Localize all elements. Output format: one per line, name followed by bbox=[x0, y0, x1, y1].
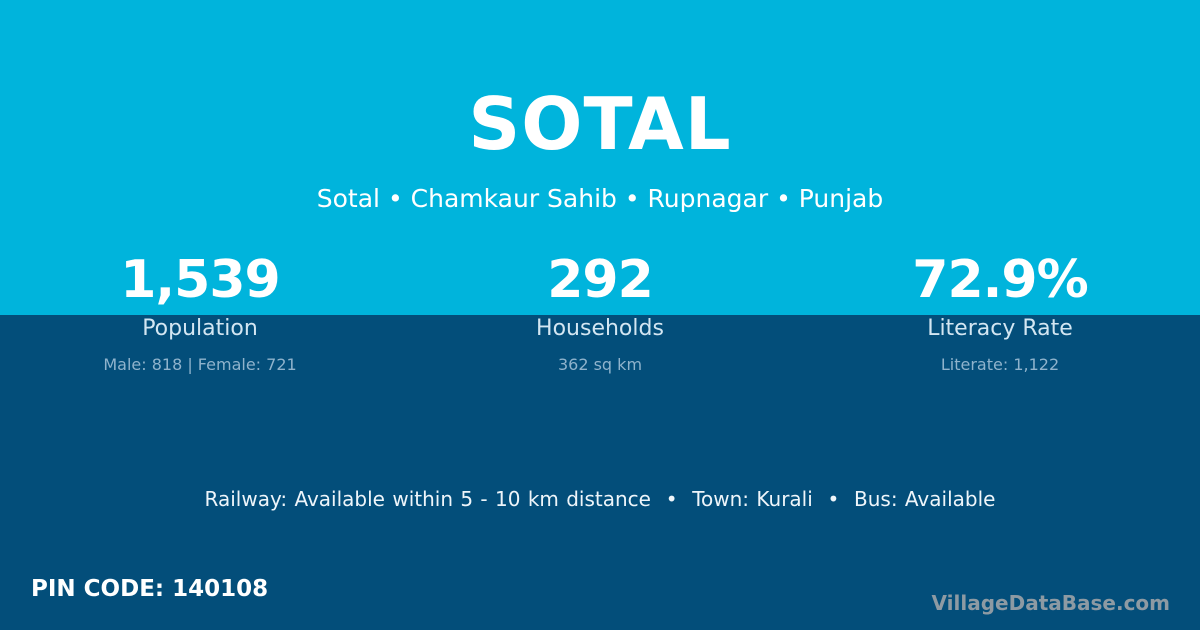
brand-logo: VillageDataBase.com bbox=[931, 591, 1170, 615]
stat-label: Literacy Rate bbox=[927, 316, 1073, 341]
header-band bbox=[0, 0, 1200, 315]
stat-label: Population bbox=[142, 316, 258, 341]
facilities-line: Railway: Available within 5 - 10 km dist… bbox=[204, 487, 996, 511]
stat-households: 292 Households 362 sq km bbox=[400, 0, 800, 630]
stat-population: 1,539 Population Male: 818 | Female: 721 bbox=[0, 0, 400, 630]
stat-literacy: 72.9% Literacy Rate Literate: 1,122 bbox=[800, 0, 1200, 630]
stat-sub: Literate: 1,122 bbox=[940, 355, 1060, 374]
stat-value: 1,539 bbox=[120, 250, 280, 310]
pin-code: PIN CODE: 140108 bbox=[31, 576, 269, 602]
stat-value: 292 bbox=[547, 250, 654, 310]
stat-label: Households bbox=[536, 316, 664, 341]
page-title: SOTAL bbox=[468, 82, 732, 166]
stat-sub: Male: 818 | Female: 721 bbox=[103, 355, 297, 374]
stat-value: 72.9% bbox=[912, 250, 1088, 310]
breadcrumb: Sotal • Chamkaur Sahib • Rupnagar • Punj… bbox=[316, 184, 884, 213]
stat-sub: 362 sq km bbox=[557, 355, 643, 374]
